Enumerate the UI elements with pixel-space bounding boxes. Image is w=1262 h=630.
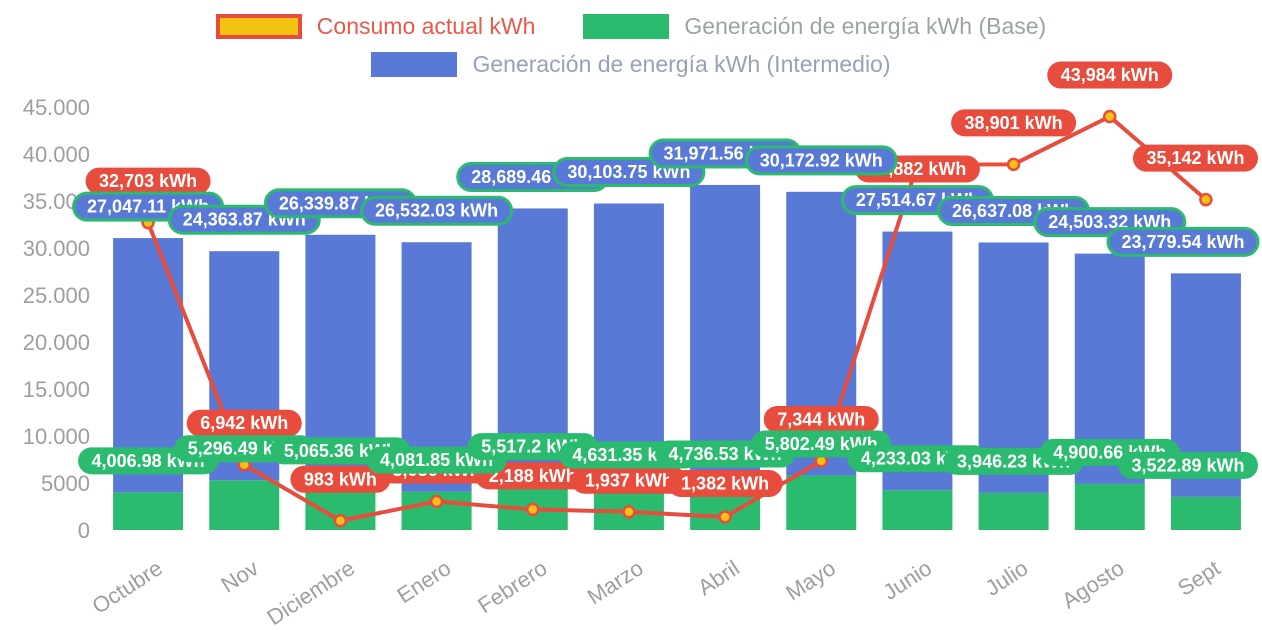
y-tick-label: 0 [78, 518, 90, 543]
consumo-point[interactable] [718, 510, 732, 524]
value-pill-text: 983 kWh [304, 469, 377, 489]
value-pill-text: 32,703 kWh [99, 171, 197, 191]
x-tick-label: Julio [981, 555, 1033, 601]
consumo-point[interactable] [526, 502, 540, 517]
value-pill [571, 466, 687, 494]
consumo-point[interactable] [333, 514, 348, 528]
value-pill-text: 4,081.85 kWh [380, 450, 493, 470]
value-pill [763, 405, 879, 433]
bar-base-segment[interactable] [1074, 483, 1145, 530]
intermedio-swatch [371, 52, 458, 77]
bar-base-segment[interactable] [113, 492, 184, 530]
legend-row-1: Consumo actual kWh Generación de energía… [215, 13, 1046, 39]
value-pill [1047, 61, 1173, 89]
value-pill-text: 23,779.54 kWh [1121, 232, 1244, 252]
x-tick-label: Nov [217, 555, 263, 597]
consumo-swatch [215, 14, 302, 39]
value-pill-text: 6,942 kWh [200, 413, 288, 433]
x-tick-label: Enero [392, 555, 455, 608]
x-tick-label: Mayo [781, 555, 840, 605]
x-tick-label: Abril [693, 555, 744, 600]
bar-base-segment[interactable] [882, 490, 953, 530]
value-pill [85, 167, 211, 195]
value-pill-text: 38,901 kWh [965, 113, 1063, 133]
value-pill [1118, 451, 1258, 479]
legend-label-consumo: Consumo actual kWh [316, 13, 536, 39]
consumo-point[interactable] [622, 505, 636, 519]
bar-base-segment[interactable] [786, 475, 857, 530]
bar-intermedio-segment[interactable] [690, 184, 761, 486]
value-pill-text: 30,172.92 kWh [760, 150, 883, 170]
value-pill [360, 195, 514, 226]
y-tick-label: 45.000 [23, 95, 90, 120]
value-pill [744, 145, 898, 176]
value-pill-text: 5,517.2 kWh [481, 437, 584, 457]
legend-label-intermedio: Generación de energía kWh (Intermedio) [472, 51, 891, 77]
bar-intermedio-segment[interactable] [593, 203, 664, 487]
y-tick-label: 20.000 [23, 330, 90, 355]
consumo-point[interactable] [1006, 157, 1021, 172]
x-tick-label: Febrero [473, 555, 551, 618]
bar-base-segment[interactable] [978, 492, 1049, 530]
value-pill [290, 465, 391, 493]
consumo-point[interactable] [429, 494, 444, 509]
value-pill [1133, 144, 1258, 172]
x-tick-label: Octubre [88, 555, 167, 619]
value-pill-text: 26,532.03 kWh [375, 201, 498, 221]
x-tick-label: Sept [1173, 555, 1225, 601]
value-pill-text: 7,344 kWh [777, 409, 865, 429]
y-tick-label: 25.000 [23, 283, 90, 308]
value-pill [186, 409, 302, 437]
legend-row-2: Generación de energía kWh (Intermedio) [371, 51, 891, 77]
value-pill [1106, 226, 1260, 257]
value-pill-text: 1,937 kWh [585, 470, 673, 490]
value-pill-text: 3,522.89 kWh [1131, 455, 1244, 475]
value-pill-text: 35,142 kWh [1146, 148, 1244, 168]
legend-item-consumo[interactable]: Consumo actual kWh [215, 13, 536, 39]
value-pill-text: 43,984 kWh [1061, 65, 1159, 85]
y-tick-label: 30.000 [23, 236, 90, 261]
y-tick-label: 5000 [41, 471, 90, 496]
value-pill [951, 109, 1077, 137]
y-tick-label: 15.000 [23, 377, 90, 402]
x-tick-label: Junio [878, 555, 936, 605]
consumo-line [146, 114, 1208, 523]
value-pill [667, 470, 783, 498]
consumo-point[interactable] [1199, 192, 1213, 207]
legend-item-intermedio[interactable]: Generación de energía kWh (Intermedio) [371, 51, 891, 77]
value-pill-text: 2,188 kWh [489, 466, 577, 486]
x-tick-label: Agosto [1057, 555, 1128, 613]
bar-base-segment[interactable] [209, 480, 280, 530]
base-swatch [583, 14, 670, 39]
value-pill-text: 5,802.49 kWh [765, 434, 878, 454]
legend-item-base[interactable]: Generación de energía kWh (Base) [583, 14, 1046, 39]
x-tick-label: Diciembre [262, 555, 359, 630]
x-tick-label: Marzo [583, 555, 648, 609]
y-tick-label: 10.000 [23, 424, 90, 449]
consumo-point[interactable] [1103, 109, 1117, 124]
chart-legend: Consumo actual kWh Generación de energía… [0, 14, 1262, 77]
value-pill-text: 1,382 kWh [681, 474, 769, 494]
value-pill [475, 462, 591, 490]
bar-base-segment[interactable] [1170, 496, 1241, 530]
legend-label-base: Generación de energía kWh (Base) [684, 13, 1047, 39]
y-tick-label: 40.000 [23, 142, 90, 167]
